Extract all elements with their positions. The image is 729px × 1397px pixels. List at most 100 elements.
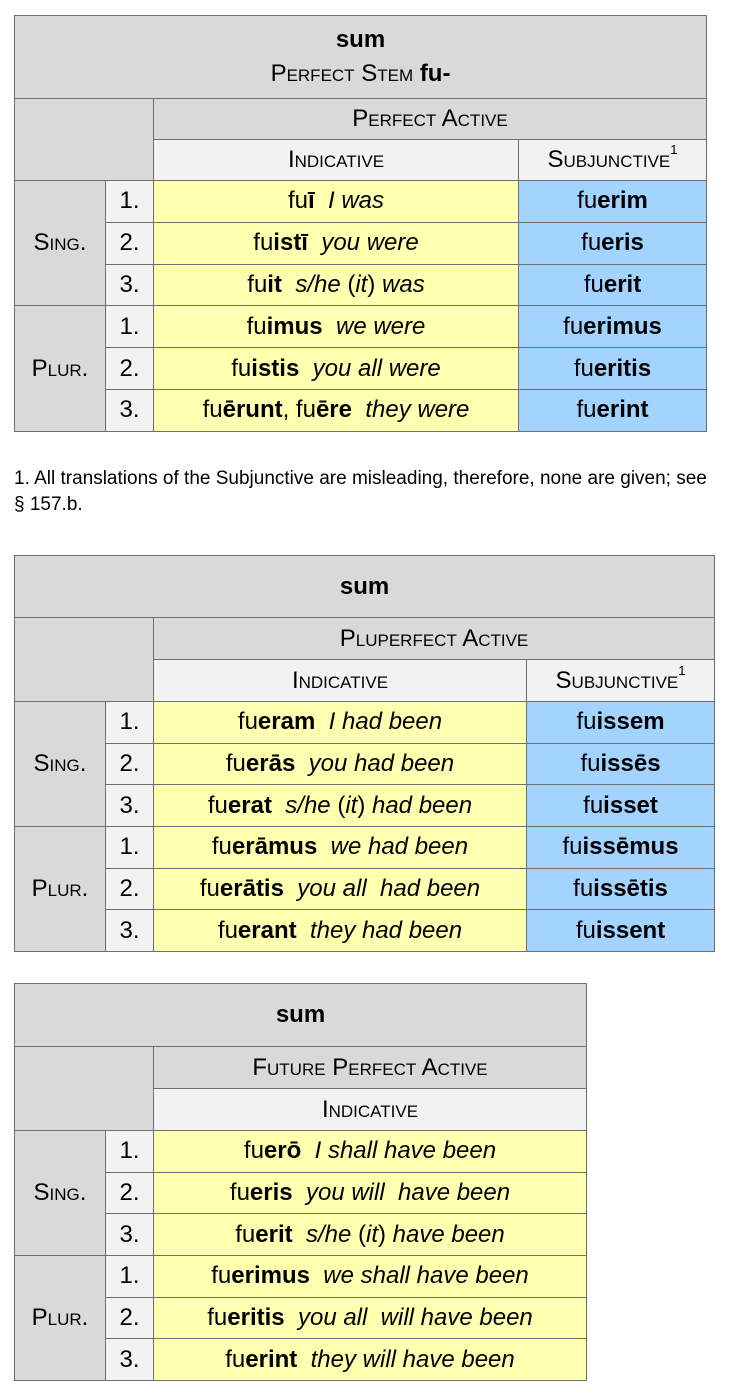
indicative-form: fuistī you were bbox=[153, 221, 519, 265]
form-segment: issent bbox=[595, 916, 666, 944]
indicative-form: fuerō I shall have been bbox=[152, 1130, 588, 1173]
form-segment: fu bbox=[563, 312, 584, 340]
table-row: 2. fuerās you had been fuissēs bbox=[15, 742, 716, 786]
form-segment: issēmus bbox=[582, 833, 679, 861]
form-segment: fu bbox=[211, 1262, 232, 1290]
person-label: 3. bbox=[105, 784, 154, 828]
corner-cell bbox=[14, 617, 154, 702]
form-segment: erās bbox=[245, 750, 296, 778]
footnote-marker: 1 bbox=[670, 142, 678, 157]
indicative-form: fuistis you all were bbox=[153, 347, 519, 390]
form-segment: you all will have been bbox=[297, 1304, 533, 1332]
form-segment: they had been bbox=[309, 916, 463, 944]
form-segment bbox=[295, 750, 308, 777]
form-segment: imus bbox=[266, 312, 323, 340]
form-segment: erant bbox=[237, 916, 297, 944]
form-segment: fu bbox=[247, 270, 268, 298]
person-label: 2. bbox=[105, 1171, 154, 1215]
form-segment: fu bbox=[207, 1304, 228, 1332]
form-segment: fu bbox=[580, 750, 601, 778]
form-segment: erimus bbox=[583, 312, 662, 340]
subjunctive-form: fuerit bbox=[517, 263, 708, 307]
form-segment bbox=[284, 875, 297, 902]
table-row: 3. fuit s/he (it) was fuerit bbox=[15, 263, 708, 307]
form-segment: ī bbox=[307, 187, 315, 215]
form-segment: issēs bbox=[600, 750, 661, 778]
form-segment: fu bbox=[573, 354, 594, 382]
form-segment: erō bbox=[263, 1137, 302, 1165]
table-row: Sing. 1. fuerō I shall have been bbox=[14, 1129, 588, 1257]
table-title-cell: sum bbox=[13, 983, 588, 1047]
form-segment: fu bbox=[583, 270, 604, 298]
form-segment bbox=[272, 792, 285, 819]
form-segment: you were bbox=[321, 229, 419, 257]
form-segment: fu bbox=[229, 1179, 250, 1207]
mood-header-indicative: Indicative bbox=[152, 1088, 588, 1131]
verb-title: sum bbox=[339, 572, 390, 600]
table-row: 2. fuistī you were fueris bbox=[15, 221, 708, 265]
mood-header-subjunctive: Subjunctive1 bbox=[517, 139, 708, 181]
form-segment: fu bbox=[573, 875, 594, 903]
mood-header-indicative: Indicative bbox=[153, 139, 519, 181]
form-segment bbox=[315, 708, 328, 735]
form-segment: erāmus bbox=[231, 833, 318, 861]
indicative-form: fueris you will have been bbox=[152, 1171, 588, 1215]
tense-header: Perfect Active bbox=[152, 98, 708, 140]
form-segment: erit bbox=[603, 270, 642, 298]
form-segment: fu bbox=[562, 833, 583, 861]
number-label: Plur. bbox=[14, 826, 106, 953]
number-label: Plur. bbox=[14, 1255, 106, 1382]
corner-cell bbox=[14, 1046, 154, 1131]
form-segment: , fu bbox=[282, 396, 316, 424]
person-label: 1. bbox=[105, 180, 154, 223]
form-segment bbox=[293, 1221, 306, 1248]
form-segment: fu bbox=[246, 312, 267, 340]
form-segment: eris bbox=[249, 1179, 293, 1207]
form-segment: fu bbox=[199, 875, 220, 903]
table-row: 3. fuerint they will have been bbox=[15, 1338, 588, 1382]
subjunctive-form: fuissent bbox=[525, 909, 716, 953]
subjunctive-form: fuissem bbox=[525, 701, 716, 744]
form-segment: ( bbox=[347, 270, 356, 298]
form-segment: you had been bbox=[308, 750, 455, 778]
form-segment: s/he bbox=[285, 791, 338, 819]
stem-label: Perfect Stem bbox=[270, 60, 420, 87]
subjunctive-form: fueritis bbox=[517, 347, 708, 390]
form-segment: fu bbox=[225, 750, 246, 778]
form-segment: ( bbox=[357, 1220, 366, 1248]
indicative-form: fuerint they will have been bbox=[152, 1338, 588, 1382]
person-label: 1. bbox=[105, 1255, 154, 1298]
table-row: Sing. 1. fuī I was fuerim bbox=[14, 179, 708, 307]
form-segment: issētis bbox=[593, 875, 668, 903]
form-segment bbox=[317, 833, 330, 860]
table-row: 2. fuerātis you all had been fuissētis bbox=[15, 867, 716, 911]
person-label: 2. bbox=[105, 742, 154, 786]
table-row: 2. fueris you will have been bbox=[15, 1171, 588, 1215]
form-segment: it bbox=[345, 791, 358, 819]
table-row: 2. fueritis you all will have been bbox=[15, 1296, 588, 1340]
form-segment: eritis bbox=[227, 1304, 285, 1332]
person-label: 1. bbox=[105, 826, 154, 869]
person-label: 2. bbox=[105, 867, 154, 911]
form-segment: s/he bbox=[295, 270, 348, 298]
subjunctive-form: fueris bbox=[517, 221, 708, 265]
form-segment bbox=[310, 1262, 323, 1289]
subjunctive-form: fuissēs bbox=[525, 742, 716, 786]
form-segment: erint bbox=[245, 1345, 298, 1373]
mood-header-subjunctive: Subjunctive1 bbox=[525, 659, 716, 702]
form-segment: isset bbox=[603, 791, 658, 819]
form-segment bbox=[308, 229, 321, 256]
person-label: 2. bbox=[105, 1296, 154, 1340]
indicative-form: fuit s/he (it) was bbox=[153, 263, 519, 307]
form-segment: erat bbox=[227, 791, 272, 819]
form-segment: it bbox=[365, 1220, 378, 1248]
subjunctive-form: fuerim bbox=[517, 180, 708, 223]
form-segment: eram bbox=[257, 708, 316, 736]
person-label: 3. bbox=[105, 263, 154, 307]
table-row: 3. fuerant they had been fuissent bbox=[15, 909, 716, 953]
number-label: Plur. bbox=[14, 305, 106, 432]
person-label: 3. bbox=[105, 909, 154, 953]
form-segment: erim bbox=[597, 187, 648, 215]
conjugation-table: sum Future Perfect Active Indicative Sing.… bbox=[13, 983, 588, 1382]
indicative-form: fuerit s/he (it) have been bbox=[152, 1213, 588, 1257]
